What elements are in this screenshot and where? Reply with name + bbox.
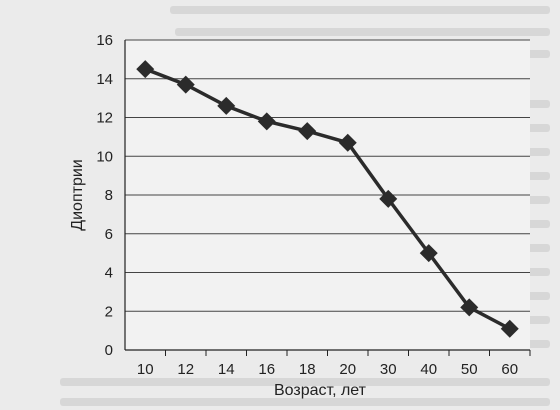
data-point-marker xyxy=(419,244,438,263)
y-tick-label: 4 xyxy=(105,265,113,282)
data-point-marker xyxy=(217,96,236,115)
y-tick-label: 0 xyxy=(105,342,113,359)
x-tick-label: 20 xyxy=(339,361,356,378)
data-point-marker xyxy=(298,122,317,141)
y-tick-label: 8 xyxy=(105,187,113,204)
y-tick-labels: 0 2 4 6 8 10 12 14 16 xyxy=(96,32,113,359)
gridlines xyxy=(125,39,530,312)
x-tick-label: 18 xyxy=(299,361,316,378)
y-tick-label: 12 xyxy=(96,110,113,127)
data-point-marker xyxy=(379,189,398,208)
x-tick-label: 30 xyxy=(380,361,397,378)
y-tick-label: 14 xyxy=(96,71,113,88)
data-point-marker xyxy=(136,60,155,79)
data-point-marker xyxy=(460,298,479,317)
x-tick-label: 14 xyxy=(218,361,235,378)
series-markers xyxy=(136,60,519,338)
x-tick-label: 12 xyxy=(177,361,194,378)
x-tick-label: 40 xyxy=(420,361,437,378)
y-tick-label: 2 xyxy=(105,303,113,320)
x-tick-label: 16 xyxy=(258,361,275,378)
data-point-marker xyxy=(257,112,276,131)
data-point-marker xyxy=(176,75,195,94)
series-line xyxy=(144,67,511,331)
x-tick-label: 60 xyxy=(501,361,518,378)
y-axis-title: Диоптрии xyxy=(69,159,86,230)
x-tick-labels: 10 12 14 16 18 20 30 40 50 60 xyxy=(137,350,531,378)
y-tick-label: 16 xyxy=(96,32,113,49)
x-tick-label: 10 xyxy=(137,361,154,378)
data-point-marker xyxy=(500,319,519,338)
y-tick-label: 6 xyxy=(105,226,113,243)
x-axis-title: Возраст, лет xyxy=(274,382,367,399)
data-point-marker xyxy=(338,133,357,152)
x-tick-label: 50 xyxy=(461,361,478,378)
y-tick-label: 10 xyxy=(96,148,113,165)
